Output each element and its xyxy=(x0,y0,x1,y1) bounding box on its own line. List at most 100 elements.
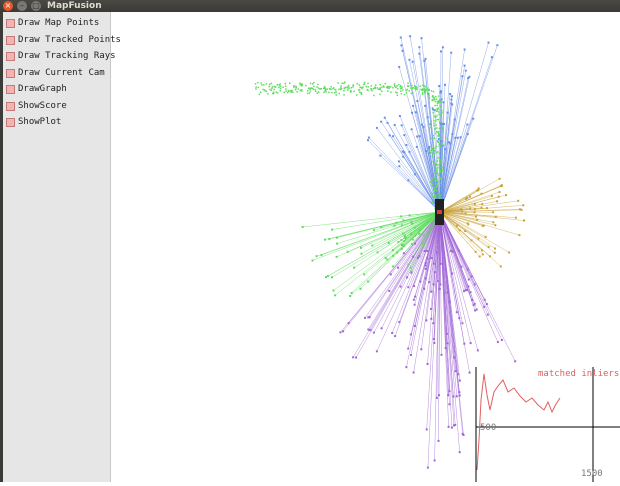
map-point xyxy=(468,279,470,281)
map-point xyxy=(396,252,398,254)
panel-item-draw-current-cam[interactable]: Draw Current Cam xyxy=(4,66,109,81)
map-point xyxy=(481,207,483,209)
map-point xyxy=(444,84,446,86)
trail-point xyxy=(434,167,436,169)
map-point xyxy=(466,124,468,126)
trail-point xyxy=(350,91,352,93)
panel-item-draw-map-points[interactable]: Draw Map Points xyxy=(4,16,109,31)
map-point xyxy=(434,271,436,273)
trail-point xyxy=(328,92,330,94)
map-point xyxy=(441,123,443,125)
trail-point xyxy=(422,92,424,94)
trail-point xyxy=(440,101,442,103)
map-point xyxy=(447,112,449,114)
trail-point xyxy=(432,153,434,155)
trail-point xyxy=(407,85,409,87)
trail-point xyxy=(317,92,319,94)
map-point xyxy=(454,424,456,426)
trail-point xyxy=(440,178,442,180)
checkbox[interactable] xyxy=(6,36,15,45)
maximize-icon[interactable]: □ xyxy=(31,1,41,11)
trail-point xyxy=(438,167,440,169)
trail-point xyxy=(430,123,432,125)
checkbox[interactable] xyxy=(6,19,15,28)
map-point xyxy=(481,193,483,195)
map-point xyxy=(398,165,400,167)
trail-point xyxy=(381,86,383,88)
trail-point xyxy=(433,123,435,125)
panel-item-draw-tracked-points[interactable]: Draw Tracked Points xyxy=(4,33,109,48)
3d-map-view[interactable]: matched inliers 500 1500 xyxy=(111,12,620,482)
map-point xyxy=(363,273,365,275)
map-point xyxy=(499,178,501,180)
map-point xyxy=(459,395,461,397)
map-point xyxy=(454,137,456,139)
trail-point xyxy=(430,182,432,184)
trail-point xyxy=(432,193,434,195)
map-point xyxy=(467,77,469,79)
map-point xyxy=(407,348,409,350)
map-point xyxy=(380,226,382,228)
trail-point xyxy=(329,88,331,90)
panel-item-draw-graph[interactable]: DrawGraph xyxy=(4,82,109,97)
trail-point xyxy=(430,127,432,129)
trail-point xyxy=(441,131,443,133)
trail-point xyxy=(440,170,442,172)
minimize-icon[interactable]: – xyxy=(17,1,27,11)
trail-point xyxy=(434,190,436,192)
map-point xyxy=(452,396,454,398)
map-point xyxy=(376,350,378,352)
trail-point xyxy=(407,89,409,91)
map-point xyxy=(392,135,394,137)
map-point xyxy=(424,105,426,107)
trail-point xyxy=(378,89,380,91)
map-point xyxy=(351,292,353,294)
trail-point xyxy=(367,90,369,92)
map-point xyxy=(469,372,471,374)
trail-point xyxy=(342,83,344,85)
map-point xyxy=(461,211,463,213)
map-point xyxy=(496,44,498,46)
trail-point xyxy=(307,90,309,92)
map-point xyxy=(367,329,369,331)
trail-point xyxy=(309,92,311,94)
trail-point xyxy=(351,87,353,89)
map-point xyxy=(392,255,394,257)
map-point xyxy=(450,99,452,101)
trail-point xyxy=(401,86,403,88)
trail-point xyxy=(310,83,312,85)
map-point xyxy=(478,238,480,240)
trail-point xyxy=(436,170,438,172)
trail-point xyxy=(429,95,431,97)
checkbox[interactable] xyxy=(6,85,15,94)
trail-point xyxy=(430,121,432,123)
trail-point xyxy=(388,86,390,88)
map-point xyxy=(425,262,427,264)
map-point xyxy=(459,229,461,231)
map-point xyxy=(484,299,486,301)
trail-point xyxy=(266,83,268,85)
map-point xyxy=(417,257,419,259)
panel-item-show-plot[interactable]: ShowPlot xyxy=(4,115,109,130)
panel-item-draw-tracking-rays[interactable]: Draw Tracking Rays xyxy=(4,49,109,64)
checkbox[interactable] xyxy=(6,52,15,61)
checkbox[interactable] xyxy=(6,69,15,78)
map-point xyxy=(409,35,411,37)
close-icon[interactable]: × xyxy=(3,1,13,11)
trail-point xyxy=(439,128,441,130)
map-point xyxy=(421,124,423,126)
map-point xyxy=(440,50,442,52)
trail-point xyxy=(310,90,312,92)
map-point xyxy=(514,360,516,362)
checkbox[interactable] xyxy=(6,102,15,111)
map-point xyxy=(423,126,425,128)
checkbox[interactable] xyxy=(6,118,15,127)
trail-point xyxy=(398,84,400,86)
trail-point xyxy=(339,93,341,95)
trail-point xyxy=(407,82,409,84)
window-title: MapFusion xyxy=(47,0,102,12)
panel-item-show-score[interactable]: ShowScore xyxy=(4,99,109,114)
trail-point xyxy=(435,152,437,154)
map-point xyxy=(425,265,427,267)
map-point xyxy=(419,229,421,231)
